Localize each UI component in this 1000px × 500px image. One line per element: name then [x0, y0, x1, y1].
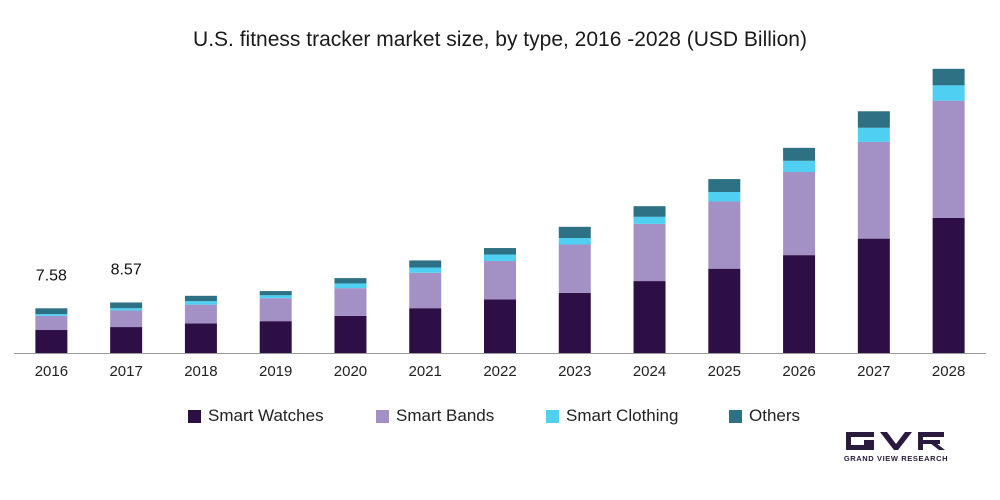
bar-smart-watches-2018 [184, 323, 217, 353]
x-tick-label-2026: 2026 [782, 363, 815, 380]
bar-smart-bands-2028 [932, 100, 965, 218]
bar-smart-watches-2024 [633, 281, 666, 353]
bar-smart-watches-2017 [110, 327, 143, 353]
bar-others-2021 [409, 260, 442, 268]
legend-swatch-smart-bands [376, 409, 389, 423]
x-tick-label-2022: 2022 [483, 363, 516, 380]
legend-item-smart-watches: Smart Watches [188, 403, 324, 429]
bar-smart-clothing-2025 [708, 192, 741, 202]
bar-others-2023 [558, 226, 591, 239]
bar-smart-watches-2025 [708, 268, 741, 353]
bar-smart-clothing-2018 [184, 301, 217, 305]
bar-smart-clothing-2024 [633, 216, 666, 224]
logo-mark-icon [846, 432, 945, 450]
bar-others-2025 [708, 179, 741, 193]
data-label-2017: 8.57 [111, 261, 142, 278]
bar-smart-clothing-2028 [932, 85, 965, 101]
logo-text: GRAND VIEW RESEARCH [843, 454, 949, 463]
bar-smart-watches-2022 [484, 299, 516, 353]
bar-smart-bands-2018 [184, 304, 217, 324]
bar-smart-bands-2025 [708, 201, 741, 269]
bar-smart-clothing-2020 [334, 283, 367, 289]
bar-smart-clothing-2019 [259, 295, 292, 299]
bar-smart-watches-2026 [783, 255, 816, 353]
x-tick-label-2020: 2020 [334, 363, 367, 380]
bar-smart-watches-2023 [558, 292, 591, 353]
bar-smart-watches-2019 [259, 321, 292, 353]
legend-item-others: Others [729, 403, 800, 429]
bar-smart-watches-2021 [409, 308, 442, 353]
legend-swatch-smart-watches [188, 409, 201, 423]
bar-smart-watches-2028 [932, 217, 965, 353]
bar-others-2022 [484, 248, 516, 255]
bar-smart-watches-2020 [334, 315, 367, 353]
bar-smart-clothing-2022 [484, 254, 516, 262]
x-tick-label-2021: 2021 [409, 363, 442, 380]
bar-smart-clothing-2016 [35, 314, 68, 316]
bar-smart-watches-2016 [35, 330, 68, 353]
legend: Smart Watches Smart Bands Smart Clothing Ot… [0, 403, 1000, 429]
x-tick-label-2028: 2028 [932, 363, 965, 380]
bar-smart-bands-2017 [110, 310, 143, 328]
chart-canvas: 2016 2017 2018 2019 2020 2021 2022 2023 2024 2025… [14, 68, 986, 380]
bar-others-2016 [35, 308, 68, 315]
bar-others-2020 [334, 278, 367, 284]
data-label-2016: 7.58 [36, 267, 67, 284]
bar-smart-watches-2027 [857, 238, 890, 353]
legend-label-smart-bands: Smart Bands [396, 406, 495, 425]
bar-others-2028 [932, 68, 965, 86]
legend-item-smart-bands: Smart Bands [376, 403, 494, 429]
x-tick-label-2018: 2018 [184, 363, 217, 380]
bar-others-2017 [110, 302, 143, 309]
x-tick-label-2027: 2027 [857, 363, 890, 380]
bar-smart-clothing-2017 [110, 308, 143, 311]
x-tick-label-2017: 2017 [109, 363, 142, 380]
bar-smart-bands-2022 [484, 261, 516, 300]
bar-smart-bands-2027 [857, 141, 890, 239]
legend-item-smart-clothing: Smart Clothing [546, 403, 678, 429]
bar-others-2024 [633, 206, 666, 217]
chart-title: U.S. fitness tracker market size, by typ… [193, 28, 807, 51]
bar-others-2026 [783, 147, 816, 161]
bar-smart-bands-2020 [334, 288, 367, 316]
legend-label-smart-clothing: Smart Clothing [566, 406, 679, 425]
x-tick-label-2016: 2016 [35, 363, 68, 380]
bar-smart-clothing-2023 [558, 238, 591, 245]
legend-label-smart-watches: Smart Watches [208, 406, 324, 425]
legend-swatch-smart-clothing [546, 409, 559, 423]
bar-smart-clothing-2026 [783, 160, 816, 172]
bar-smart-bands-2024 [633, 223, 666, 282]
x-tick-label-2025: 2025 [708, 363, 741, 380]
grand-view-research-logo: GRAND VIEW RESEARCH [840, 432, 952, 466]
bar-smart-bands-2026 [783, 172, 816, 256]
legend-label-others: Others [749, 406, 801, 425]
legend-swatch-others [729, 409, 742, 423]
bar-others-2027 [857, 111, 890, 128]
bar-others-2019 [259, 291, 292, 296]
x-tick-label-2019: 2019 [259, 363, 292, 380]
x-tick-label-2024: 2024 [633, 363, 666, 380]
bar-smart-bands-2021 [409, 272, 442, 309]
bar-others-2018 [184, 295, 217, 302]
bar-smart-clothing-2021 [409, 267, 442, 273]
bar-smart-bands-2019 [259, 298, 292, 322]
bar-smart-bands-2023 [558, 244, 591, 293]
bar-smart-bands-2016 [35, 315, 68, 331]
bar-smart-clothing-2027 [857, 127, 890, 142]
x-tick-label-2023: 2023 [558, 363, 591, 380]
